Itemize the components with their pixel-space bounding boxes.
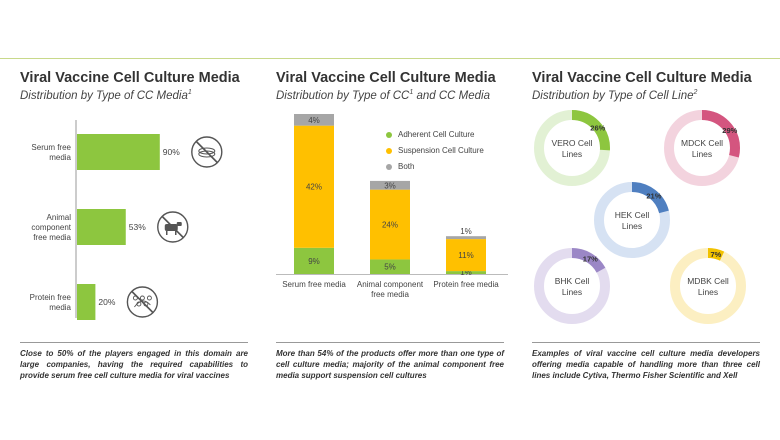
category-label: Protein free	[30, 293, 72, 302]
legend-swatch	[386, 147, 392, 154]
panel-cc-media: Viral Vaccine Cell Culture Media Distrib…	[20, 70, 250, 430]
no-animal-icon	[157, 211, 189, 243]
note-divider	[276, 342, 504, 343]
category-label: Animal	[47, 213, 72, 222]
bar	[77, 284, 96, 320]
data-label: 4%	[308, 116, 320, 125]
donut-label: BHK Cell Lines	[554, 276, 590, 297]
donut-value: 17%	[583, 255, 598, 264]
data-label: 1%	[460, 268, 472, 277]
category-label: component	[31, 223, 71, 232]
data-label: 1%	[460, 227, 472, 236]
note-divider	[532, 342, 760, 343]
legend-swatch	[386, 131, 392, 138]
bar-segment	[294, 247, 334, 274]
data-label: 3%	[384, 181, 396, 190]
panel-title: Viral Vaccine Cell Culture Media	[276, 70, 496, 86]
panel-cell-line: Viral Vaccine Cell Culture Media Distrib…	[532, 70, 768, 430]
value-label: 90%	[163, 147, 180, 157]
panel-title: Viral Vaccine Cell Culture Media	[20, 70, 240, 86]
category-label: free media	[33, 233, 71, 242]
donut: 17%	[534, 248, 610, 324]
category-label: media	[49, 153, 71, 162]
donut-label: MDCK Cell Lines	[680, 138, 724, 159]
donut-label: VERO Cell Lines	[551, 138, 593, 159]
data-label: 42%	[306, 183, 322, 192]
category-label: Animal component free media	[356, 280, 424, 299]
legend-swatch	[386, 163, 392, 170]
donut-value: 29%	[722, 126, 737, 135]
bar-segment	[446, 239, 486, 272]
donut: 26%	[534, 110, 610, 186]
bar-segment	[370, 189, 410, 260]
no-serum-icon	[191, 136, 223, 168]
data-label: 9%	[308, 257, 320, 266]
data-label: 24%	[382, 221, 398, 230]
panel-subtitle: Distribution by Type of CC1 and CC Media	[276, 89, 490, 102]
header-divider	[0, 58, 780, 59]
panel-title: Viral Vaccine Cell Culture Media	[532, 70, 752, 86]
category-label: Serum free media	[282, 280, 346, 289]
panel-cc-type: Viral Vaccine Cell Culture Media Distrib…	[276, 70, 508, 430]
donut-label: MDBK Cell Lines	[687, 276, 729, 297]
donut-slice	[534, 248, 610, 324]
donut-slice	[664, 110, 740, 186]
bar-segment	[446, 236, 486, 240]
stacked-bar-chart: 9% 42% 4% 5% 24% 3% 1% 11% 1%	[276, 114, 508, 277]
category-label: media	[49, 303, 71, 312]
donut-value: 21%	[646, 191, 661, 200]
legend-item: Both	[386, 162, 414, 171]
category-label: Serum free	[31, 143, 71, 152]
bar-segment	[370, 259, 410, 274]
donut: 7%	[670, 248, 746, 324]
donut-label: HEK Cell Lines	[614, 210, 650, 231]
data-label: 11%	[458, 251, 473, 260]
category-label: Protein free media	[433, 280, 499, 289]
note-divider	[20, 342, 248, 343]
panel-note: More than 54% of the products offer more…	[276, 349, 504, 380]
donut-slice	[594, 182, 670, 258]
legend-item: Adherent Cell Culture	[386, 130, 474, 139]
panel-subtitle: Distribution by Type of Cell Line2	[532, 89, 698, 102]
legend-item: Suspension Cell Culture	[386, 146, 484, 155]
panel-subtitle: Distribution by Type of CC Media1	[20, 89, 192, 102]
bar-segment	[294, 125, 334, 248]
donut-slice	[670, 248, 746, 324]
bar	[77, 134, 160, 170]
donut: 21%	[594, 182, 670, 258]
no-protein-icon	[126, 286, 159, 318]
value-label: 53%	[129, 222, 146, 232]
panel-note: Close to 50% of the players engaged in t…	[20, 349, 248, 380]
donut: 29%	[664, 110, 740, 186]
donut-charts: 26% 29% 21% 17% 7%	[534, 110, 746, 324]
donut-slice	[534, 110, 610, 186]
panel-note: Examples of viral vaccine cell culture m…	[532, 349, 760, 380]
donut-value: 26%	[590, 123, 605, 132]
bar-segment	[370, 180, 410, 190]
data-label: 5%	[384, 263, 396, 272]
bar-segment	[294, 114, 334, 126]
value-label: 20%	[98, 297, 115, 307]
bar	[77, 209, 126, 245]
donut-value: 7%	[710, 250, 721, 259]
bar-segment	[446, 271, 486, 274]
